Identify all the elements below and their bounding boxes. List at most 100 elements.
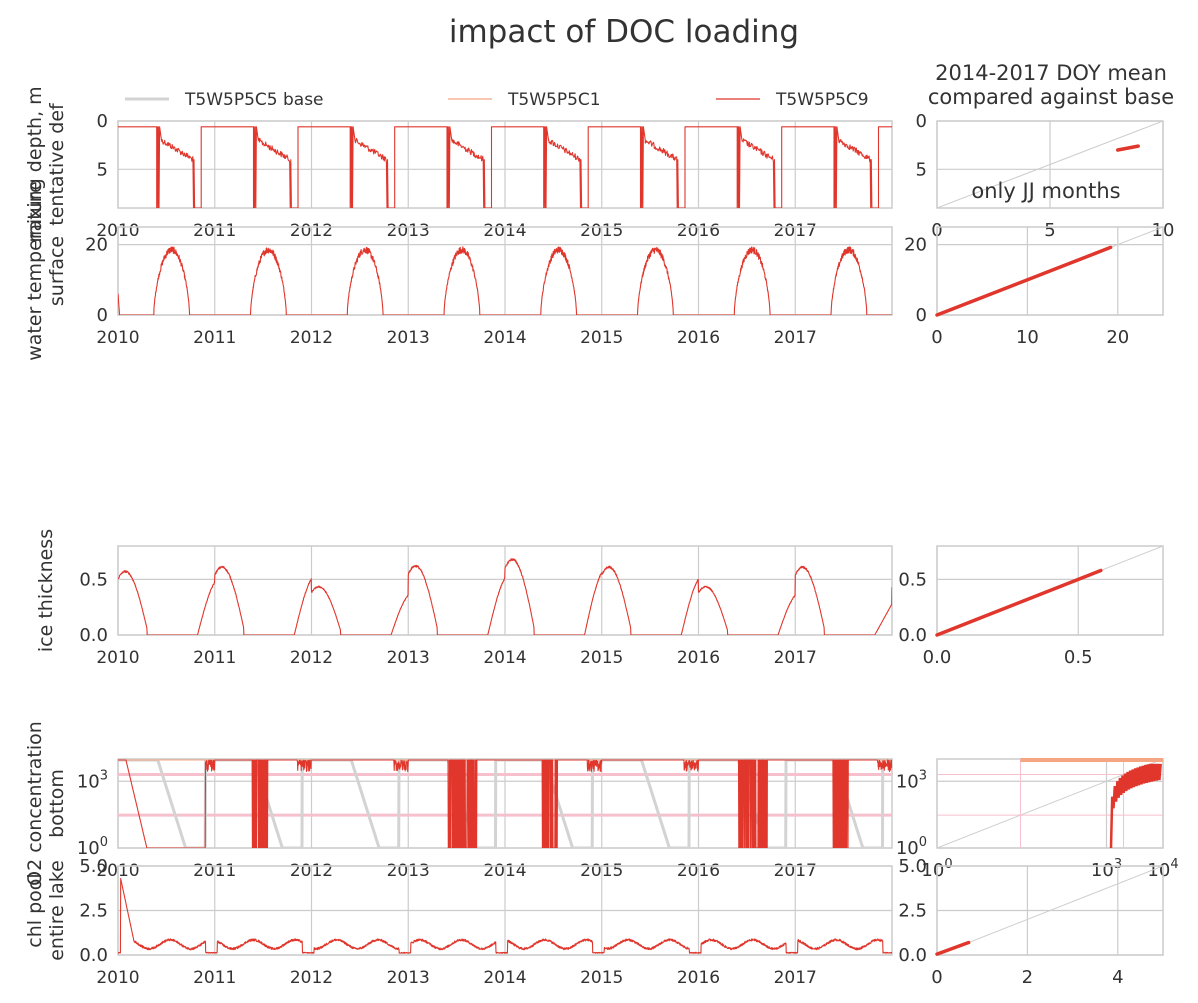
scatter-title-line: compared against base	[928, 85, 1174, 109]
x-tick-label: 2014	[483, 968, 526, 988]
series-line	[118, 126, 892, 208]
x-tick-label: 2013	[387, 328, 430, 348]
y-tick-label: 0.0	[79, 945, 108, 966]
panel-row-4: 2010 2011 2012 2013 2014 2015 2016 2017100103O2…	[24, 721, 1179, 886]
x-tick-label: 2	[1022, 967, 1033, 988]
y-tick-label: 0.0	[79, 625, 108, 646]
y-axis-label: ice thickness	[35, 529, 57, 652]
y-tick-label: 0	[916, 111, 927, 132]
x-tick-label: 2012	[290, 968, 333, 988]
figure-title: impact of DOC loading	[449, 14, 799, 50]
scatter-series-line	[1109, 763, 1162, 848]
y-tick-label: 0	[97, 305, 108, 326]
legend-item: T5W5P5C5 base	[125, 90, 324, 110]
axes-frame	[936, 545, 1164, 636]
y-tick-label: 0.5	[79, 569, 108, 590]
y-tick-label: 5.0	[79, 856, 108, 877]
y-tick-label: 2.5	[898, 901, 927, 922]
y-tick-label: 5.0	[898, 856, 927, 877]
x-tick-label: 2016	[677, 968, 720, 988]
panel-row-2: 2010 2011 2012 2013 2014 2015 2016 2017020water…	[24, 181, 1164, 361]
x-tick-label: 2015	[580, 968, 623, 988]
y-tick-label: 20	[85, 235, 108, 256]
identity-line	[937, 866, 1163, 955]
scatter-panel-2: 0 10 20 0 20	[904, 226, 1164, 348]
x-tick-label: 2014	[483, 328, 526, 348]
panel-row-5: 2010 2011 2012 2013 2014 2015 2016 2017 0.0 2.5 5.…	[24, 856, 1164, 988]
y-tick-label: 0.0	[898, 945, 927, 966]
y-tick-label: 103	[896, 768, 927, 792]
y-tick-label: 0.5	[898, 569, 927, 590]
x-tick-label: 2015	[580, 328, 623, 348]
y-tick-label: 0	[97, 111, 108, 132]
series-group	[118, 126, 892, 208]
y-axis-label: surface	[46, 236, 68, 306]
y-axis-label: tentative def	[46, 102, 68, 226]
axes-frame	[117, 865, 893, 956]
y-axis-label: O2 concentration	[24, 721, 46, 886]
x-tick-label: 4	[1112, 967, 1123, 988]
y-tick-label: 5	[97, 159, 108, 180]
y-tick-label: 20	[904, 235, 927, 256]
scatter-panel-3: 0.0 0.5 0.0 0.5	[898, 545, 1164, 668]
series-group	[118, 246, 892, 315]
x-tick-label: 0.0	[923, 647, 952, 668]
y-tick-label: 0	[916, 305, 927, 326]
y-axis-label: entire lake	[46, 860, 68, 961]
axes-frame	[117, 120, 893, 209]
series-line	[118, 246, 892, 315]
legend-item: T5W5P5C1	[448, 90, 601, 110]
x-tick-label: 2010	[96, 968, 139, 988]
x-tick-label: 2011	[193, 328, 236, 348]
x-tick-label: 2014	[483, 648, 526, 668]
x-tick-label: 0	[931, 327, 942, 348]
y-axis-label: mixing depth, m	[24, 86, 46, 242]
x-tick-label: 2016	[677, 328, 720, 348]
panel-row-3: 2010 2011 2012 2013 2014 2015 2016 2017 0.0 0.5 ic…	[35, 529, 1164, 668]
series-group	[118, 558, 892, 635]
x-tick-label: 2010	[96, 328, 139, 348]
y-axis-label: chl pool	[24, 873, 46, 947]
x-tick-label: 2016	[677, 648, 720, 668]
y-tick-label: 100	[896, 835, 927, 859]
x-tick-label: 2013	[387, 968, 430, 988]
x-tick-label: 2011	[193, 648, 236, 668]
identity-line	[937, 121, 1163, 208]
legend-label: T5W5P5C9	[775, 90, 869, 110]
scatter-series-line	[1116, 144, 1140, 152]
legend-item: T5W5P5C9	[716, 90, 869, 110]
y-tick-label: 0.0	[898, 625, 927, 646]
x-tick-label: 2011	[193, 968, 236, 988]
y-axis-label: bottom	[46, 769, 68, 838]
series-line	[118, 877, 892, 954]
series-line	[118, 558, 892, 635]
axes-frame	[936, 120, 1164, 209]
x-tick-label: 2012	[290, 648, 333, 668]
y-tick-label: 5	[916, 159, 927, 180]
series-group	[118, 877, 892, 954]
axes-frame	[936, 865, 1164, 956]
x-tick-label: 5	[1044, 220, 1055, 241]
scatter-title-line: 2014-2017 DOY mean	[935, 61, 1167, 85]
x-tick-label: 2010	[96, 648, 139, 668]
x-tick-label: 0.5	[1064, 647, 1093, 668]
y-tick-label: 100	[77, 835, 108, 859]
scatter-series-line	[935, 245, 1113, 317]
scatter-annotation: only JJ months	[971, 179, 1120, 203]
series-line	[118, 759, 892, 848]
scatter-panel-5: 0 2 4 0.0 2.5 5.0	[898, 856, 1164, 988]
x-tick-label: 0	[931, 967, 942, 988]
scatter-series-line	[935, 568, 1103, 637]
x-tick-label: 2017	[774, 328, 817, 348]
x-tick-label: 2017	[774, 968, 817, 988]
series-group	[118, 759, 892, 848]
legend-label: T5W5P5C1	[507, 90, 601, 110]
y-axis-label: water temperature	[24, 181, 46, 361]
x-tick-label: 2015	[580, 648, 623, 668]
x-tick-label: 2017	[774, 648, 817, 668]
scatter-series-line	[935, 940, 971, 956]
